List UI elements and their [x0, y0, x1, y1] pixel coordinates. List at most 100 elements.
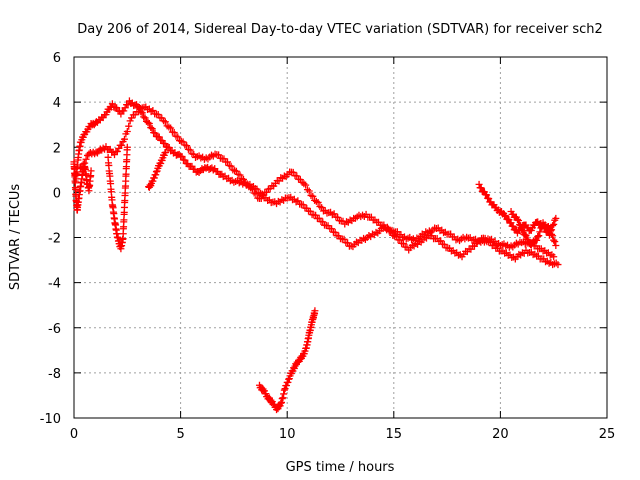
data-series [70, 97, 558, 261]
data-point [305, 187, 313, 195]
axis-ticks: 0 5 10 15 20 25 -10 -8 -6 -4 -2 0 2 4 6 [40, 51, 616, 442]
data-point [150, 174, 158, 182]
data-point [551, 238, 559, 246]
data-point [534, 233, 542, 241]
data-point [545, 224, 553, 232]
y-tick-label: -4 [48, 277, 61, 292]
y-tick-label: -10 [40, 412, 61, 427]
data-point [82, 155, 90, 163]
data-point [282, 382, 290, 390]
x-tick-label: 20 [492, 427, 509, 442]
data-point [519, 227, 527, 235]
data-point [340, 235, 348, 243]
data-point [516, 221, 524, 229]
data-point [87, 167, 95, 175]
y-tick-label: -6 [48, 322, 61, 337]
data-point [149, 107, 157, 115]
data-point [278, 398, 286, 406]
data-point [155, 133, 163, 141]
data-point [161, 118, 169, 126]
data-point [300, 180, 308, 188]
data-point [225, 162, 233, 170]
data-point [549, 232, 557, 240]
data-point [123, 128, 131, 136]
data-point [151, 129, 159, 137]
data-point [167, 124, 175, 132]
data-point [152, 168, 160, 176]
data-point [157, 159, 165, 167]
y-axis-label: SDTVAR / TECUs [8, 184, 23, 291]
data-point [294, 197, 302, 205]
data-point [552, 214, 560, 222]
data-point [181, 156, 189, 164]
data-point [523, 235, 531, 243]
data-point [483, 191, 491, 199]
data-point [280, 390, 288, 398]
data-point [477, 184, 485, 192]
data-point [239, 175, 247, 183]
data-point [550, 260, 558, 268]
data-point [108, 100, 116, 108]
y-tick-label: 4 [53, 96, 61, 111]
data-point [172, 132, 180, 140]
x-axis-label: GPS time / hours [286, 460, 395, 475]
data-point [302, 181, 310, 189]
data-point [248, 185, 256, 193]
data-series [70, 158, 95, 214]
x-tick-label: 10 [279, 427, 296, 442]
data-point [522, 232, 530, 240]
data-point [284, 378, 292, 386]
data-point [507, 219, 515, 227]
data-point [548, 230, 556, 238]
data-point [113, 104, 121, 112]
data-point [547, 226, 555, 234]
data-points [70, 97, 562, 414]
data-point [140, 113, 148, 121]
data-point [170, 129, 178, 137]
x-tick-label: 5 [176, 427, 184, 442]
data-point [533, 236, 541, 244]
data-point [552, 241, 560, 249]
data-point [152, 171, 160, 179]
data-point [279, 394, 287, 402]
data-point [162, 148, 170, 156]
data-point [521, 231, 529, 239]
data-point [176, 137, 184, 145]
data-point [552, 259, 560, 267]
data-series [145, 148, 170, 191]
data-point [475, 180, 483, 188]
data-point [236, 171, 244, 179]
data-point [309, 192, 317, 200]
data-point [299, 201, 307, 209]
y-tick-label: -8 [48, 367, 61, 382]
data-point [331, 228, 339, 236]
data-point [524, 236, 532, 244]
x-tick-label: 25 [599, 427, 616, 442]
chart-title: Day 206 of 2014, Sidereal Day-to-day VTE… [77, 22, 603, 37]
data-point [178, 153, 186, 161]
data-point [227, 162, 235, 170]
data-point [231, 167, 239, 175]
data-point [502, 212, 510, 220]
data-point [146, 181, 154, 189]
data-point [307, 191, 315, 199]
data-point [509, 222, 517, 230]
data-point [183, 142, 191, 150]
data-point [536, 228, 544, 236]
data-point [149, 177, 157, 185]
data-point [177, 137, 185, 145]
data-point [229, 166, 237, 174]
data-point [554, 261, 562, 269]
data-point [312, 197, 320, 205]
y-tick-label: 6 [53, 51, 61, 66]
data-point [141, 114, 149, 122]
x-tick-label: 0 [70, 427, 78, 442]
data-point [144, 118, 152, 126]
data-point [515, 217, 523, 225]
data-point [252, 190, 260, 198]
data-series [76, 103, 562, 269]
data-point [145, 119, 153, 127]
data-point [174, 133, 182, 141]
data-point [281, 385, 289, 393]
data-series [104, 143, 131, 253]
